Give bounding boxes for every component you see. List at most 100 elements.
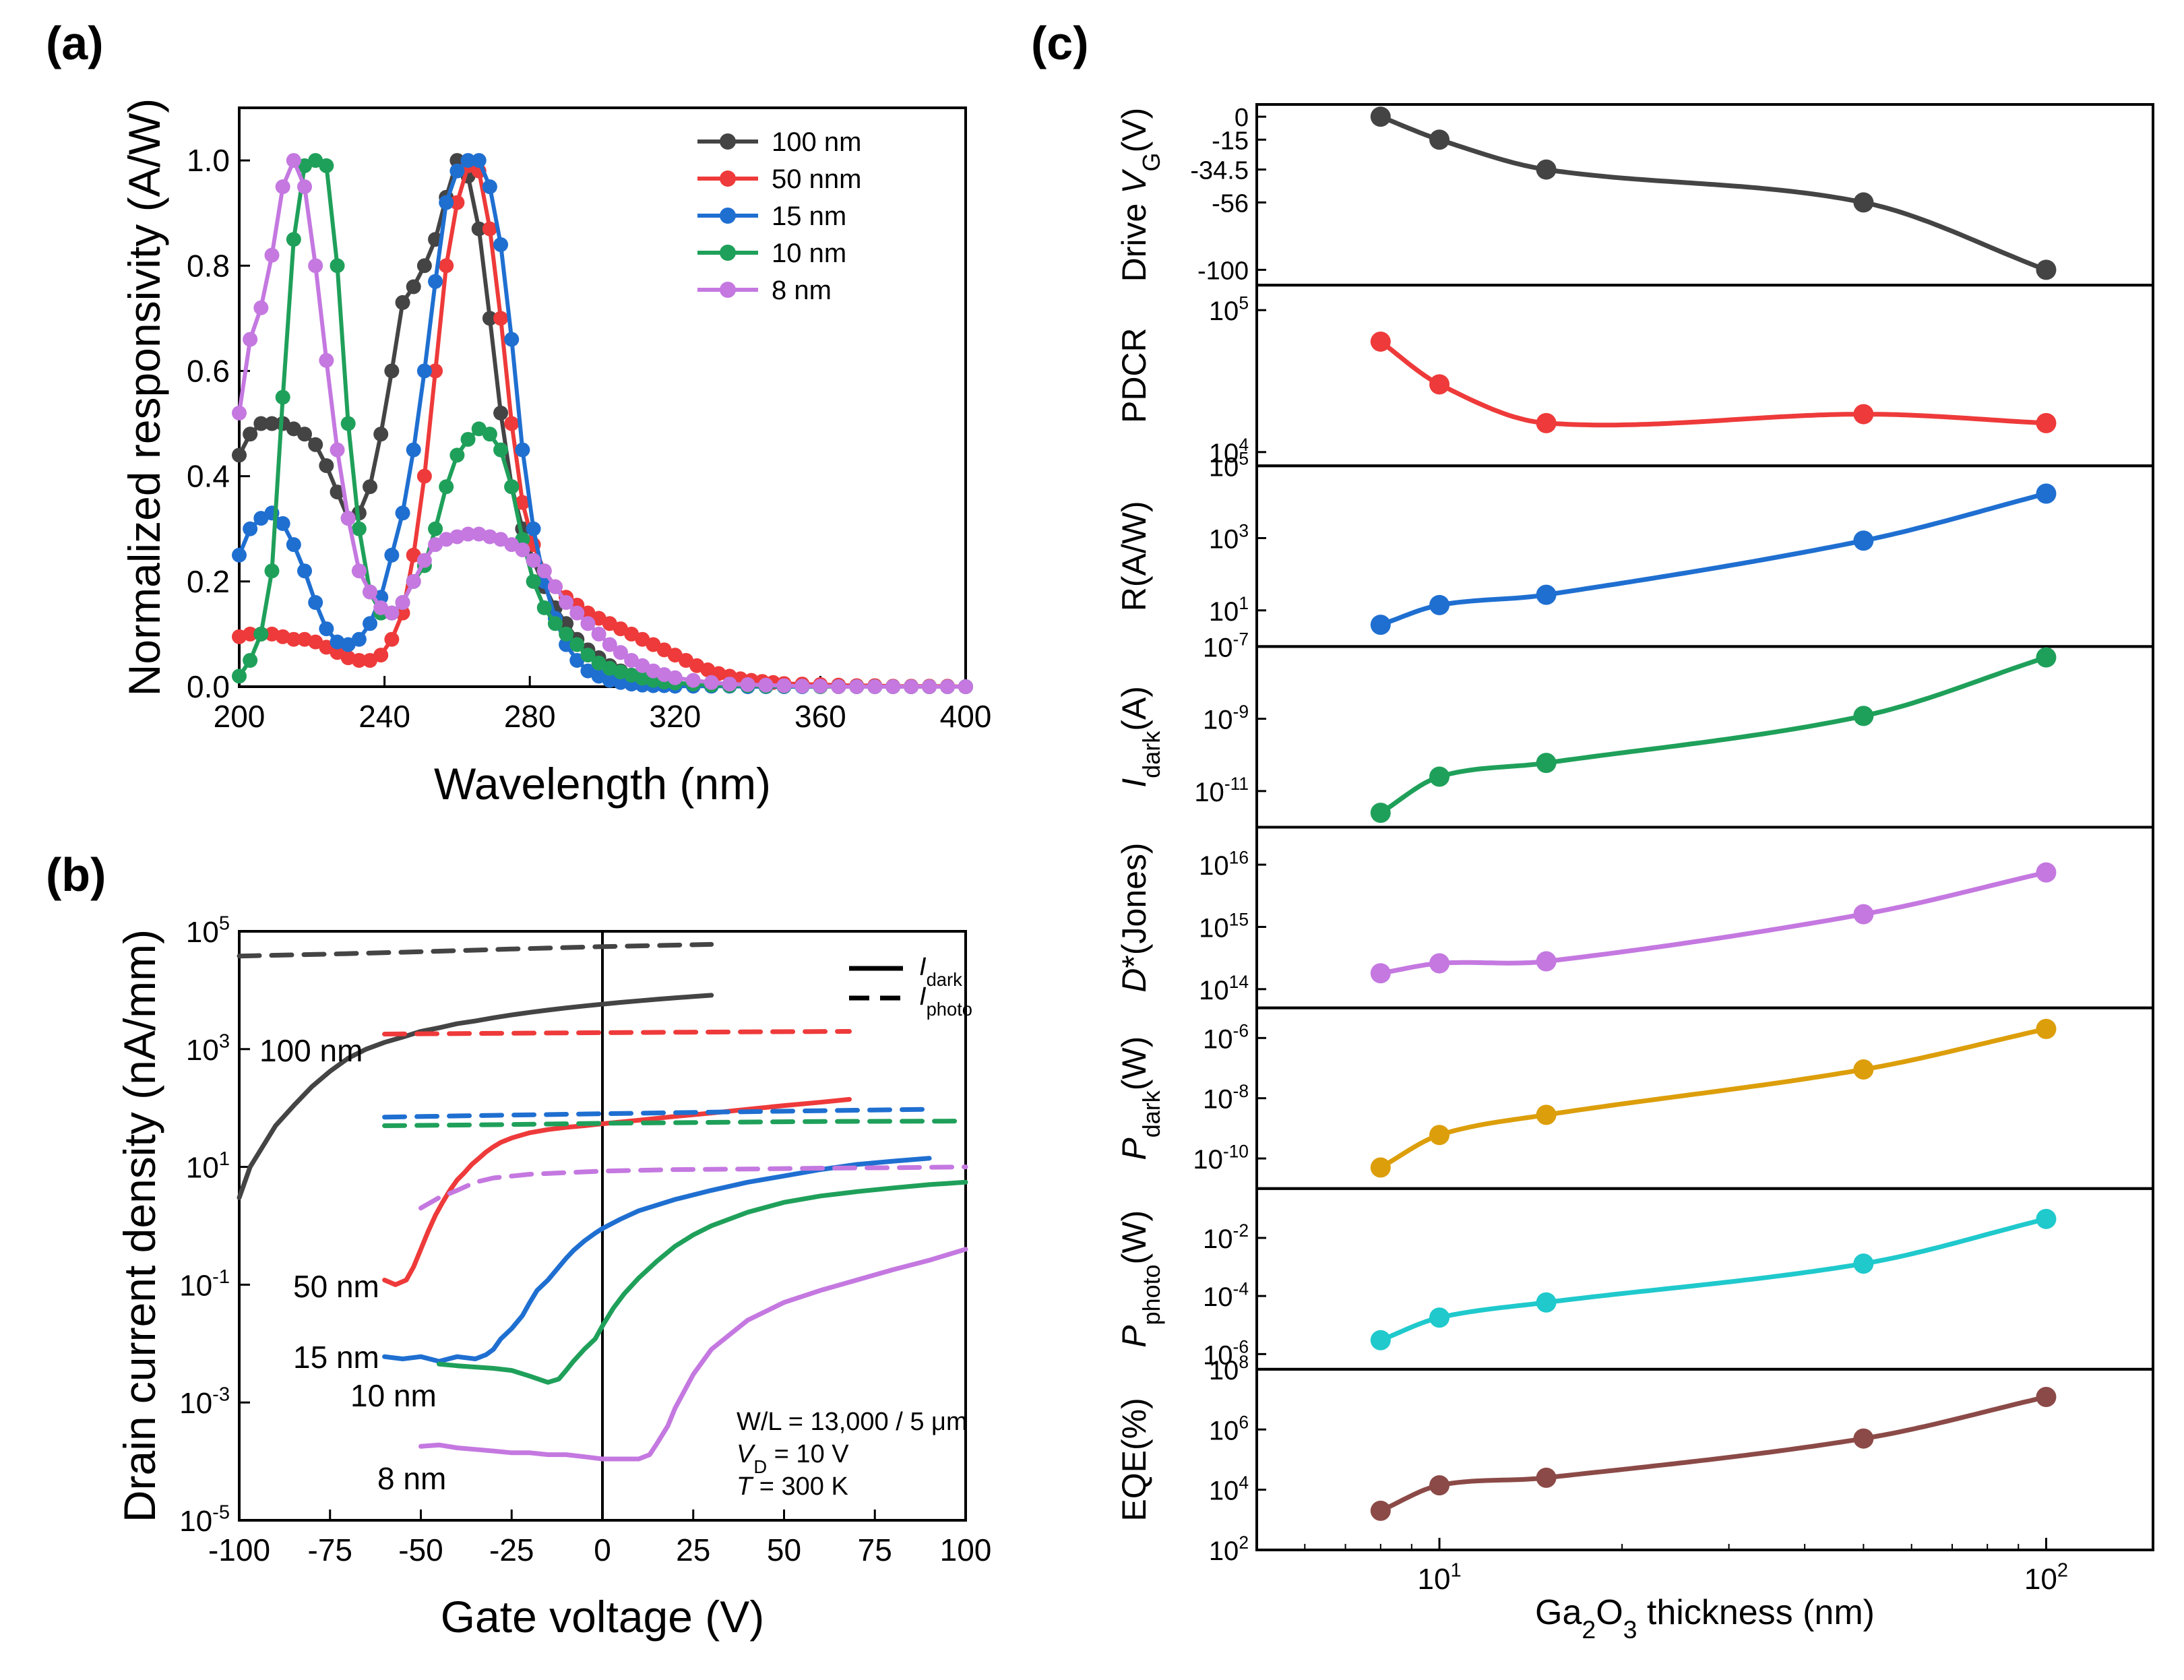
legend-label: 10 nm bbox=[772, 239, 846, 268]
x-tick-label: 101 bbox=[1417, 1560, 1461, 1596]
x-tick-label: 320 bbox=[649, 699, 701, 734]
data-point bbox=[416, 363, 432, 379]
data-point bbox=[416, 553, 432, 568]
y-tick-label-base: 10 bbox=[1203, 1340, 1233, 1370]
y-axis-title-part: (A) bbox=[1115, 686, 1153, 731]
series-line-15-nm-i-dark bbox=[382, 1156, 932, 1364]
data-point bbox=[1853, 1253, 1874, 1274]
y-axis-title-part: EQE(%) bbox=[1115, 1398, 1153, 1521]
data-point bbox=[286, 153, 301, 168]
data-point bbox=[580, 616, 596, 631]
annotation-line-part: = 300 K bbox=[752, 1472, 848, 1501]
data-point bbox=[794, 679, 810, 694]
subplot-frame bbox=[1255, 645, 2154, 829]
y-tick-label-exp: -11 bbox=[1224, 774, 1249, 794]
y-axis-title: Drain current density (nA/mm) bbox=[115, 929, 164, 1522]
data-point bbox=[460, 431, 476, 447]
y-tick-label-base: 10 bbox=[1209, 452, 1239, 482]
data-point bbox=[253, 300, 269, 315]
y-tick-label-base: 10 bbox=[1209, 297, 1239, 326]
y-tick-label-base: 10 bbox=[1199, 913, 1229, 943]
y-axis-title-part: *(Jones) bbox=[1115, 842, 1153, 968]
subplot-frame bbox=[1255, 284, 2154, 468]
curve-label-8-nm: 8 nm bbox=[377, 1461, 446, 1496]
x-axis-title-part: thickness (nm) bbox=[1637, 1593, 1875, 1632]
data-point bbox=[482, 311, 497, 326]
data-point bbox=[384, 631, 400, 647]
legend-label-part: photo bbox=[927, 999, 972, 1020]
annotation-line-part: = 10 V bbox=[767, 1440, 849, 1468]
data-point bbox=[2036, 1018, 2057, 1039]
y-axis-title-part: (V) bbox=[1115, 108, 1153, 153]
chart-b: -100 -75 -50 -25 0 25 50 75 10010-510-310-110110… bbox=[115, 913, 991, 1642]
legend-label: 8 nm bbox=[772, 276, 832, 305]
y-axis-title: Idark(A) bbox=[1115, 686, 1165, 788]
y-axis-title: Pdark(W) bbox=[1115, 1036, 1165, 1160]
y-tick-label-exp: 16 bbox=[1229, 847, 1249, 867]
y-axis-title: Normalized responsivity (A/W) bbox=[119, 98, 169, 697]
y-axis-title-part: photo bbox=[1137, 1264, 1165, 1325]
data-point bbox=[395, 505, 410, 521]
legend: 100 nm 50 nnm 15 nm 10 nm 8 nm bbox=[697, 127, 861, 305]
legend-marker bbox=[720, 245, 736, 261]
data-point bbox=[1429, 1475, 1450, 1496]
data-point bbox=[2036, 259, 2057, 280]
data-point bbox=[264, 563, 280, 579]
y-tick-label: 10-3 bbox=[179, 1384, 230, 1420]
data-point bbox=[330, 258, 345, 274]
data-point bbox=[547, 616, 563, 631]
data-point bbox=[319, 621, 334, 637]
x-tick-label: 75 bbox=[858, 1532, 892, 1567]
y-tick-label: -15 bbox=[1212, 127, 1249, 155]
data-point bbox=[428, 363, 443, 379]
series-8-nm bbox=[232, 153, 973, 694]
data-point bbox=[330, 485, 345, 500]
data-point bbox=[1370, 1500, 1391, 1521]
y-axis-title-part: PDCR bbox=[1115, 328, 1153, 423]
data-point bbox=[297, 427, 313, 442]
data-point bbox=[922, 679, 937, 694]
y-tick-label: 104 bbox=[1209, 435, 1249, 468]
data-point bbox=[449, 447, 465, 463]
data-point bbox=[406, 573, 421, 589]
x-tick-label: 400 bbox=[940, 699, 992, 734]
trend-line bbox=[1378, 1026, 2049, 1170]
data-point bbox=[1370, 963, 1391, 984]
data-point bbox=[286, 537, 301, 553]
data-point bbox=[1370, 1157, 1391, 1178]
x-tick-label: -25 bbox=[489, 1532, 534, 1567]
data-point bbox=[493, 442, 509, 458]
y-tick-label-exp: 5 bbox=[1239, 292, 1249, 313]
data-point bbox=[308, 258, 323, 274]
legend-label-part: I bbox=[919, 983, 927, 1011]
y-tick-label: 0 bbox=[1235, 104, 1249, 132]
data-point bbox=[1429, 374, 1450, 395]
trend-line bbox=[1378, 491, 2049, 627]
data-point bbox=[384, 547, 400, 563]
data-point bbox=[363, 584, 378, 600]
data-point bbox=[1853, 404, 1874, 425]
data-point bbox=[351, 652, 367, 668]
data-point bbox=[1429, 953, 1450, 974]
y-tick-label-exp: -10 bbox=[1223, 1141, 1249, 1161]
legend-marker bbox=[720, 170, 736, 187]
data-point bbox=[1370, 615, 1391, 635]
data-point bbox=[1536, 1467, 1557, 1488]
x-tick-label: -100 bbox=[208, 1532, 270, 1567]
y-tick-label-exp: 2 bbox=[1239, 1532, 1249, 1553]
data-point bbox=[264, 247, 280, 263]
data-point bbox=[482, 179, 497, 195]
y-tick-label-exp: 14 bbox=[1229, 972, 1249, 992]
data-point bbox=[428, 274, 443, 289]
data-point bbox=[1853, 1428, 1874, 1449]
data-point bbox=[504, 416, 520, 431]
x-tick-label: 102 bbox=[2024, 1560, 2068, 1596]
y-tick-label-exp: -6 bbox=[1233, 1021, 1249, 1041]
data-point bbox=[867, 679, 883, 694]
data-point bbox=[363, 479, 378, 495]
data-point bbox=[1536, 1292, 1557, 1313]
